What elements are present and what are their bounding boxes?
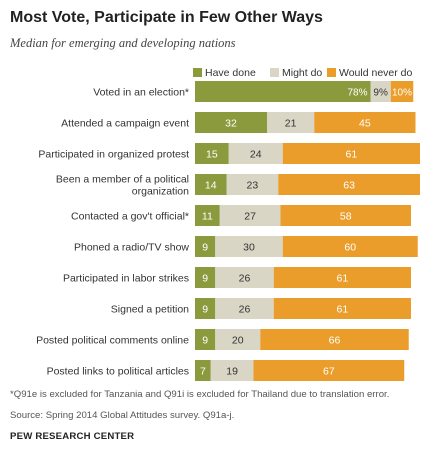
category-label: Participated in organized protest [38, 149, 189, 161]
bar-would-never-do [280, 205, 411, 226]
footnote: *Q91e is excluded for Tanzania and Q91i … [10, 389, 390, 400]
category-label: Contacted a gov't official* [71, 211, 189, 223]
data-label-might-do: 21 [285, 118, 297, 130]
data-label-have-done: 78% [347, 88, 367, 99]
bar-have-done [195, 81, 371, 102]
data-label-have-done: 9 [202, 242, 208, 254]
data-label-might-do: 26 [239, 304, 251, 316]
bar-might-do [226, 174, 279, 195]
organization-credit: PEW RESEARCH CENTER [10, 431, 135, 442]
data-label-have-done: 15 [206, 149, 218, 161]
stacked-bar-chart: Have done Might do Would never do Voted in … [36, 67, 420, 381]
data-label-might-do: 30 [243, 242, 255, 254]
data-label-would-never-do: 61 [337, 273, 349, 285]
bar-would-never-do [260, 329, 409, 350]
bar-have-done [195, 205, 220, 226]
chart-title: Most Vote, Participate in Few Other Ways [10, 9, 323, 26]
data-label-might-do: 19 [226, 366, 238, 378]
chart-subtitle: Median for emerging and developing natio… [10, 36, 236, 50]
data-label-have-done: 9 [202, 304, 208, 316]
bar-would-never-do [273, 267, 411, 288]
bar-would-never-do [278, 174, 420, 195]
category-label: organization [132, 186, 189, 198]
category-label: Posted links to political articles [47, 366, 189, 378]
bar-would-never-do [253, 360, 405, 381]
legend-label-might-do: Might do [282, 67, 322, 79]
bar-might-do [215, 298, 274, 319]
bar-have-done [195, 174, 227, 195]
category-label: Signed a petition [111, 304, 189, 316]
category-label: Phoned a radio/TV show [74, 242, 189, 254]
category-label: Been a member of a political [56, 174, 189, 186]
data-label-have-done: 32 [225, 118, 237, 130]
data-label-have-done: 9 [202, 335, 208, 347]
bar-have-done [195, 143, 229, 164]
category-label: Participated in labor strikes [63, 273, 189, 285]
bar-have-done [195, 112, 267, 133]
data-label-might-do: 24 [250, 149, 262, 161]
data-label-would-never-do: 45 [359, 118, 371, 130]
bar-might-do [215, 267, 274, 288]
bar-have-done [195, 360, 211, 381]
data-label-might-do: 26 [239, 273, 251, 285]
bar-would-never-do [273, 298, 411, 319]
legend-swatch-have-done [193, 68, 202, 77]
bar-would-never-do [390, 81, 414, 102]
data-label-would-never-do: 60 [344, 242, 356, 254]
bar-might-do [215, 329, 261, 350]
data-label-would-never-do: 58 [340, 211, 352, 223]
data-label-would-never-do: 63 [343, 180, 355, 192]
bar-might-do [267, 112, 315, 133]
data-label-have-done: 9 [202, 273, 208, 285]
bar-have-done [195, 298, 216, 319]
legend-swatch-would-never-do [327, 68, 336, 77]
bar-have-done [195, 329, 216, 350]
bar-would-never-do [282, 236, 418, 257]
legend-swatch-might-do [270, 68, 279, 77]
bar-would-never-do [314, 112, 416, 133]
bar-would-never-do [282, 143, 420, 164]
data-label-would-never-do: 67 [323, 366, 335, 378]
data-label-might-do: 27 [244, 211, 256, 223]
data-label-would-never-do: 66 [329, 335, 341, 347]
data-label-have-done: 11 [202, 211, 213, 223]
data-label-would-never-do: 61 [346, 149, 358, 161]
category-label: Voted in an election* [93, 87, 189, 99]
bar-have-done [195, 267, 216, 288]
bar-have-done [195, 236, 216, 257]
bar-might-do [219, 205, 281, 226]
data-label-have-done: 14 [205, 180, 217, 192]
source-note: Source: Spring 2014 Global Attitudes sur… [10, 410, 235, 421]
legend-label-have-done: Have done [205, 67, 256, 79]
data-label-might-do: 23 [247, 180, 259, 192]
data-label-might-do: 20 [232, 335, 244, 347]
bar-might-do [228, 143, 283, 164]
bar-might-do [370, 81, 391, 102]
category-label: Posted political comments online [36, 335, 189, 347]
data-label-would-never-do: 61 [337, 304, 349, 316]
category-label: Attended a campaign event [61, 118, 189, 130]
data-label-have-done: 7 [200, 366, 206, 378]
data-label-would-never-do: 10% [392, 88, 412, 99]
bar-might-do [210, 360, 254, 381]
bar-might-do [215, 236, 283, 257]
data-label-might-do: 9% [373, 88, 388, 99]
legend-label-would-never-do: Would never do [339, 67, 413, 79]
